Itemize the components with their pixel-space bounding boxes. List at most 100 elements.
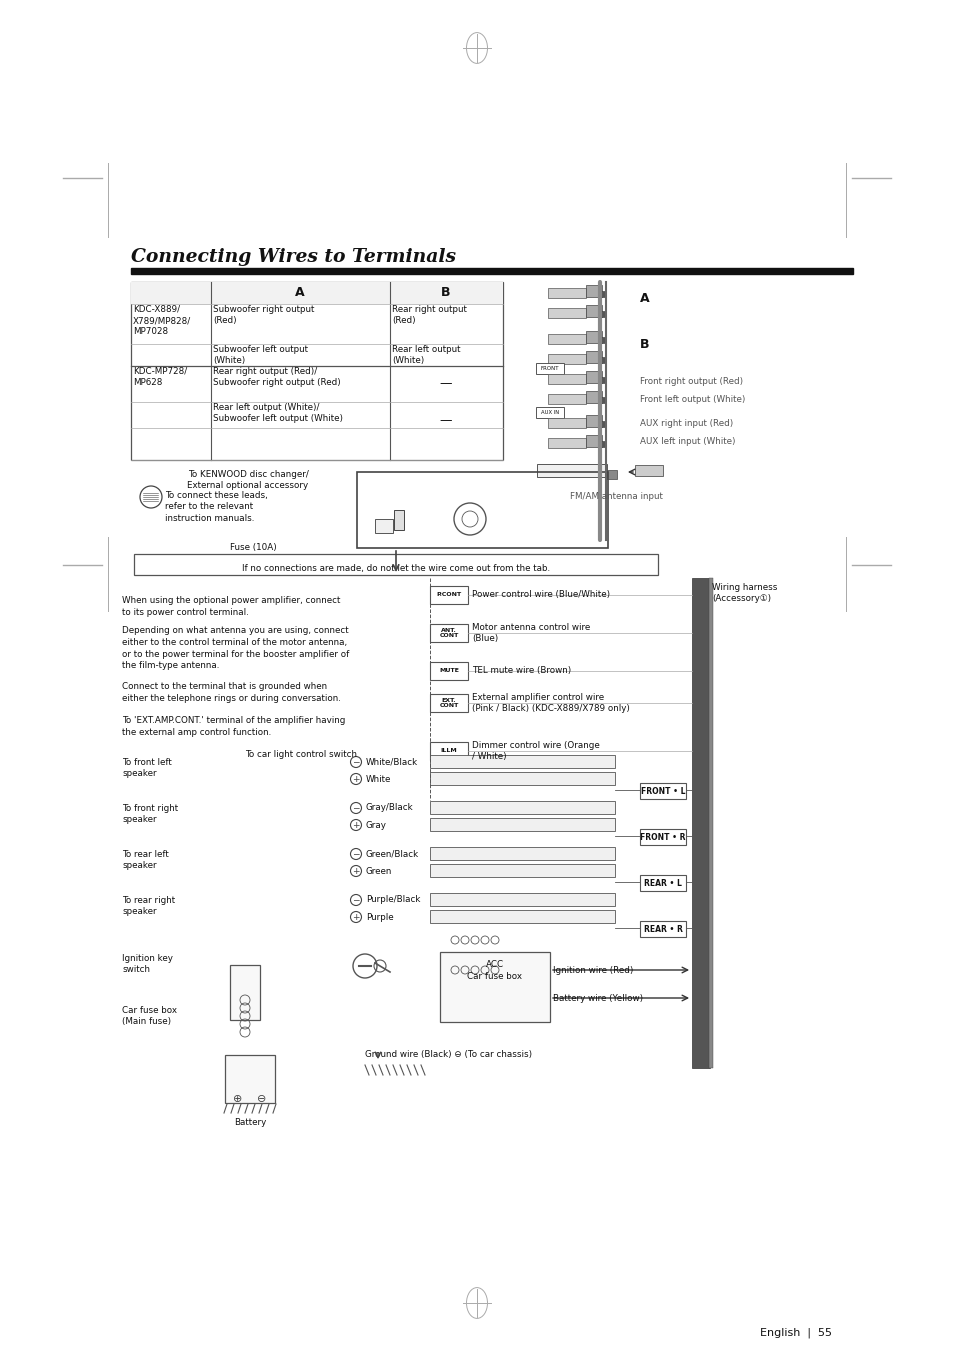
Text: Green/Black: Green/Black — [366, 850, 418, 858]
Text: ACC: ACC — [485, 961, 503, 969]
Bar — [547, 288, 585, 299]
Bar — [585, 305, 601, 317]
Bar — [639, 830, 685, 844]
Bar — [606, 470, 617, 480]
Text: KDC-X889/
X789/MP828/
MP7028: KDC-X889/ X789/MP828/ MP7028 — [132, 305, 191, 336]
Text: To connect these leads,
refer to the relevant
instruction manuals.: To connect these leads, refer to the rel… — [165, 490, 268, 523]
Text: —: — — [439, 415, 452, 427]
Text: To front right
speaker: To front right speaker — [122, 804, 178, 824]
Text: Connect to the terminal that is grounded when
either the telephone rings or duri: Connect to the terminal that is grounded… — [122, 682, 340, 703]
Bar — [430, 817, 615, 831]
Bar — [547, 354, 585, 363]
Text: Subwoofer right output
(Red): Subwoofer right output (Red) — [213, 305, 314, 326]
Bar — [536, 363, 563, 374]
Text: Front left output (White): Front left output (White) — [639, 394, 744, 404]
Text: Gray/Black: Gray/Black — [366, 804, 414, 812]
Text: A: A — [639, 292, 649, 304]
Bar — [430, 755, 615, 767]
Text: If no connections are made, do not let the wire come out from the tab.: If no connections are made, do not let t… — [242, 563, 550, 573]
Bar — [133, 554, 658, 576]
Bar — [585, 415, 601, 427]
Text: FRONT • R: FRONT • R — [639, 832, 685, 842]
Text: To KENWOOD disc changer/
External optional accessory: To KENWOOD disc changer/ External option… — [187, 470, 308, 490]
Text: Battery: Battery — [233, 1119, 266, 1127]
Text: A: A — [294, 286, 305, 300]
Text: Connecting Wires to Terminals: Connecting Wires to Terminals — [131, 249, 456, 266]
Bar — [131, 282, 502, 304]
Bar — [430, 624, 468, 642]
Bar — [708, 578, 712, 1069]
Text: To rear right
speaker: To rear right speaker — [122, 896, 175, 916]
Bar — [537, 463, 606, 477]
Bar — [430, 694, 468, 712]
Bar — [430, 742, 468, 761]
Text: FRONT • L: FRONT • L — [640, 786, 684, 796]
Text: Car fuse box: Car fuse box — [467, 971, 522, 981]
Bar — [225, 1055, 274, 1102]
Bar — [585, 372, 601, 382]
Text: +: + — [352, 912, 359, 921]
Text: B: B — [441, 286, 450, 300]
Text: —: — — [439, 377, 452, 390]
Bar — [585, 435, 601, 447]
Bar — [131, 267, 852, 274]
Bar — [599, 311, 605, 317]
Text: −: − — [352, 758, 359, 766]
Text: Ignition wire (Red): Ignition wire (Red) — [553, 966, 633, 975]
Text: FM/AM antenna input: FM/AM antenna input — [569, 492, 662, 501]
Bar — [430, 893, 615, 907]
Bar — [547, 438, 585, 449]
Text: ANT.
CONT: ANT. CONT — [439, 628, 458, 638]
Bar — [599, 336, 605, 343]
Text: To front left
speaker: To front left speaker — [122, 758, 172, 778]
Text: ILLM: ILLM — [440, 748, 456, 754]
Bar — [547, 308, 585, 317]
Text: White: White — [366, 774, 391, 784]
Text: −: − — [352, 850, 359, 858]
Text: Purple: Purple — [366, 912, 394, 921]
Text: Subwoofer left output
(White): Subwoofer left output (White) — [213, 345, 308, 365]
Text: MUTE: MUTE — [438, 669, 458, 674]
Text: When using the optional power amplifier, connect
to its power control terminal.: When using the optional power amplifier,… — [122, 596, 340, 617]
Text: AUX left input (White): AUX left input (White) — [639, 438, 735, 446]
Text: FRONT: FRONT — [540, 366, 558, 370]
Text: TEL mute wire (Brown): TEL mute wire (Brown) — [472, 666, 571, 676]
Text: −: − — [352, 804, 359, 812]
Text: Motor antenna control wire
(Blue): Motor antenna control wire (Blue) — [472, 623, 590, 643]
Bar — [394, 509, 403, 530]
Bar — [639, 875, 685, 892]
Text: Car fuse box
(Main fuse): Car fuse box (Main fuse) — [122, 1006, 177, 1027]
Text: B: B — [639, 338, 649, 350]
Bar — [585, 331, 601, 343]
Text: KDC-MP728/
MP628: KDC-MP728/ MP628 — [132, 367, 187, 388]
Text: AUX IN: AUX IN — [540, 409, 558, 415]
Text: Dimmer control wire (Orange
/ White): Dimmer control wire (Orange / White) — [472, 740, 599, 761]
Bar — [585, 285, 601, 297]
Text: −: − — [352, 896, 359, 905]
Bar — [439, 952, 550, 1021]
Bar — [639, 784, 685, 798]
Text: Rear left output (White)/
Subwoofer left output (White): Rear left output (White)/ Subwoofer left… — [213, 403, 343, 423]
Bar — [599, 422, 605, 427]
Text: P.CONT: P.CONT — [436, 593, 461, 597]
Text: ⊕: ⊕ — [233, 1094, 242, 1104]
Text: English  |  55: English | 55 — [760, 1328, 831, 1339]
Bar — [599, 397, 605, 403]
Text: +: + — [352, 820, 359, 830]
Text: +: + — [352, 866, 359, 875]
Bar — [547, 334, 585, 345]
Text: Purple/Black: Purple/Black — [366, 896, 420, 905]
Bar — [585, 390, 601, 403]
Text: AUX right input (Red): AUX right input (Red) — [639, 420, 733, 428]
Bar — [536, 407, 563, 417]
Bar — [375, 519, 393, 534]
Text: EXT.
CONT: EXT. CONT — [439, 698, 458, 708]
Text: Rear right output
(Red): Rear right output (Red) — [392, 305, 466, 326]
Bar — [547, 374, 585, 384]
Text: Green: Green — [366, 866, 392, 875]
Bar — [585, 351, 601, 363]
Text: Depending on what antenna you are using, connect
either to the control terminal : Depending on what antenna you are using,… — [122, 626, 349, 670]
Text: REAR • R: REAR • R — [643, 924, 681, 934]
Bar — [430, 865, 615, 877]
Bar — [430, 771, 615, 785]
